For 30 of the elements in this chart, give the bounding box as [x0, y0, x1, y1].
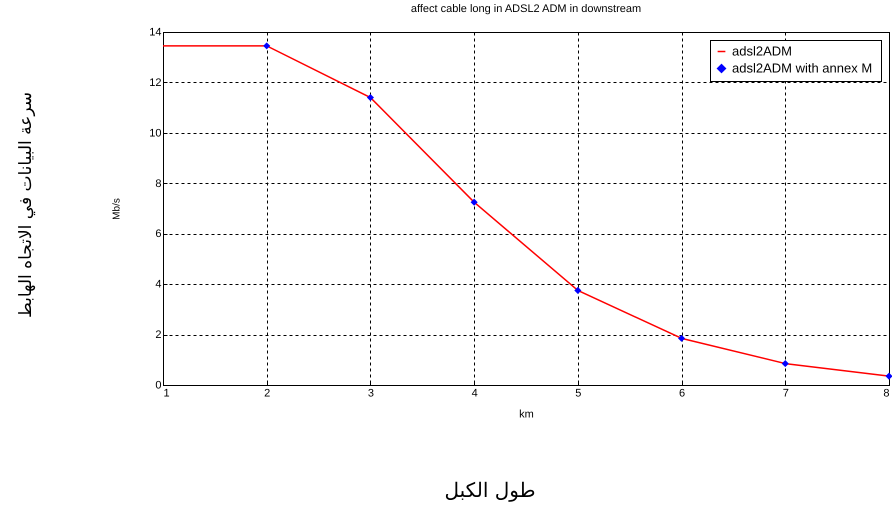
point — [574, 286, 582, 294]
x-tick-label: 5 — [575, 388, 582, 400]
x-tick-label: 2 — [264, 388, 270, 400]
point — [470, 198, 478, 206]
text: سرعة البيانات في الاتجاه الهابط — [16, 92, 36, 318]
text: طول الكبل — [444, 478, 536, 502]
y-tick-label: 10 — [149, 127, 162, 140]
x-axis-title: km — [519, 408, 534, 420]
point — [263, 42, 270, 50]
chart-title: affect cable long in ADSL2 ADM in downstream — [410, 3, 642, 15]
y-axis-title: Mb/s — [111, 198, 122, 220]
legend-label: adsl2ADM — [732, 44, 792, 58]
point — [782, 360, 789, 368]
y-tick-label: 14 — [149, 26, 162, 38]
y-tick-label: 6 — [155, 228, 162, 240]
x-tick-label: 6 — [679, 388, 686, 400]
point — [366, 94, 374, 102]
point — [885, 372, 892, 380]
x-tick-label: 1 — [164, 388, 170, 400]
y-tick-label: 12 — [149, 76, 162, 89]
y-tick-label: 2 — [155, 329, 162, 342]
x-tick-label: 8 — [883, 388, 890, 400]
x-tick-label: 7 — [782, 388, 789, 400]
y-tick-label: 0 — [155, 380, 162, 392]
y-tick-label: 4 — [155, 278, 162, 291]
point — [678, 334, 686, 342]
x-tick-label: 4 — [472, 388, 478, 400]
y-tick-label: 8 — [155, 178, 162, 190]
x-tick-label: 3 — [368, 388, 374, 400]
legend-label: adsl2ADM with annex M — [732, 60, 872, 76]
